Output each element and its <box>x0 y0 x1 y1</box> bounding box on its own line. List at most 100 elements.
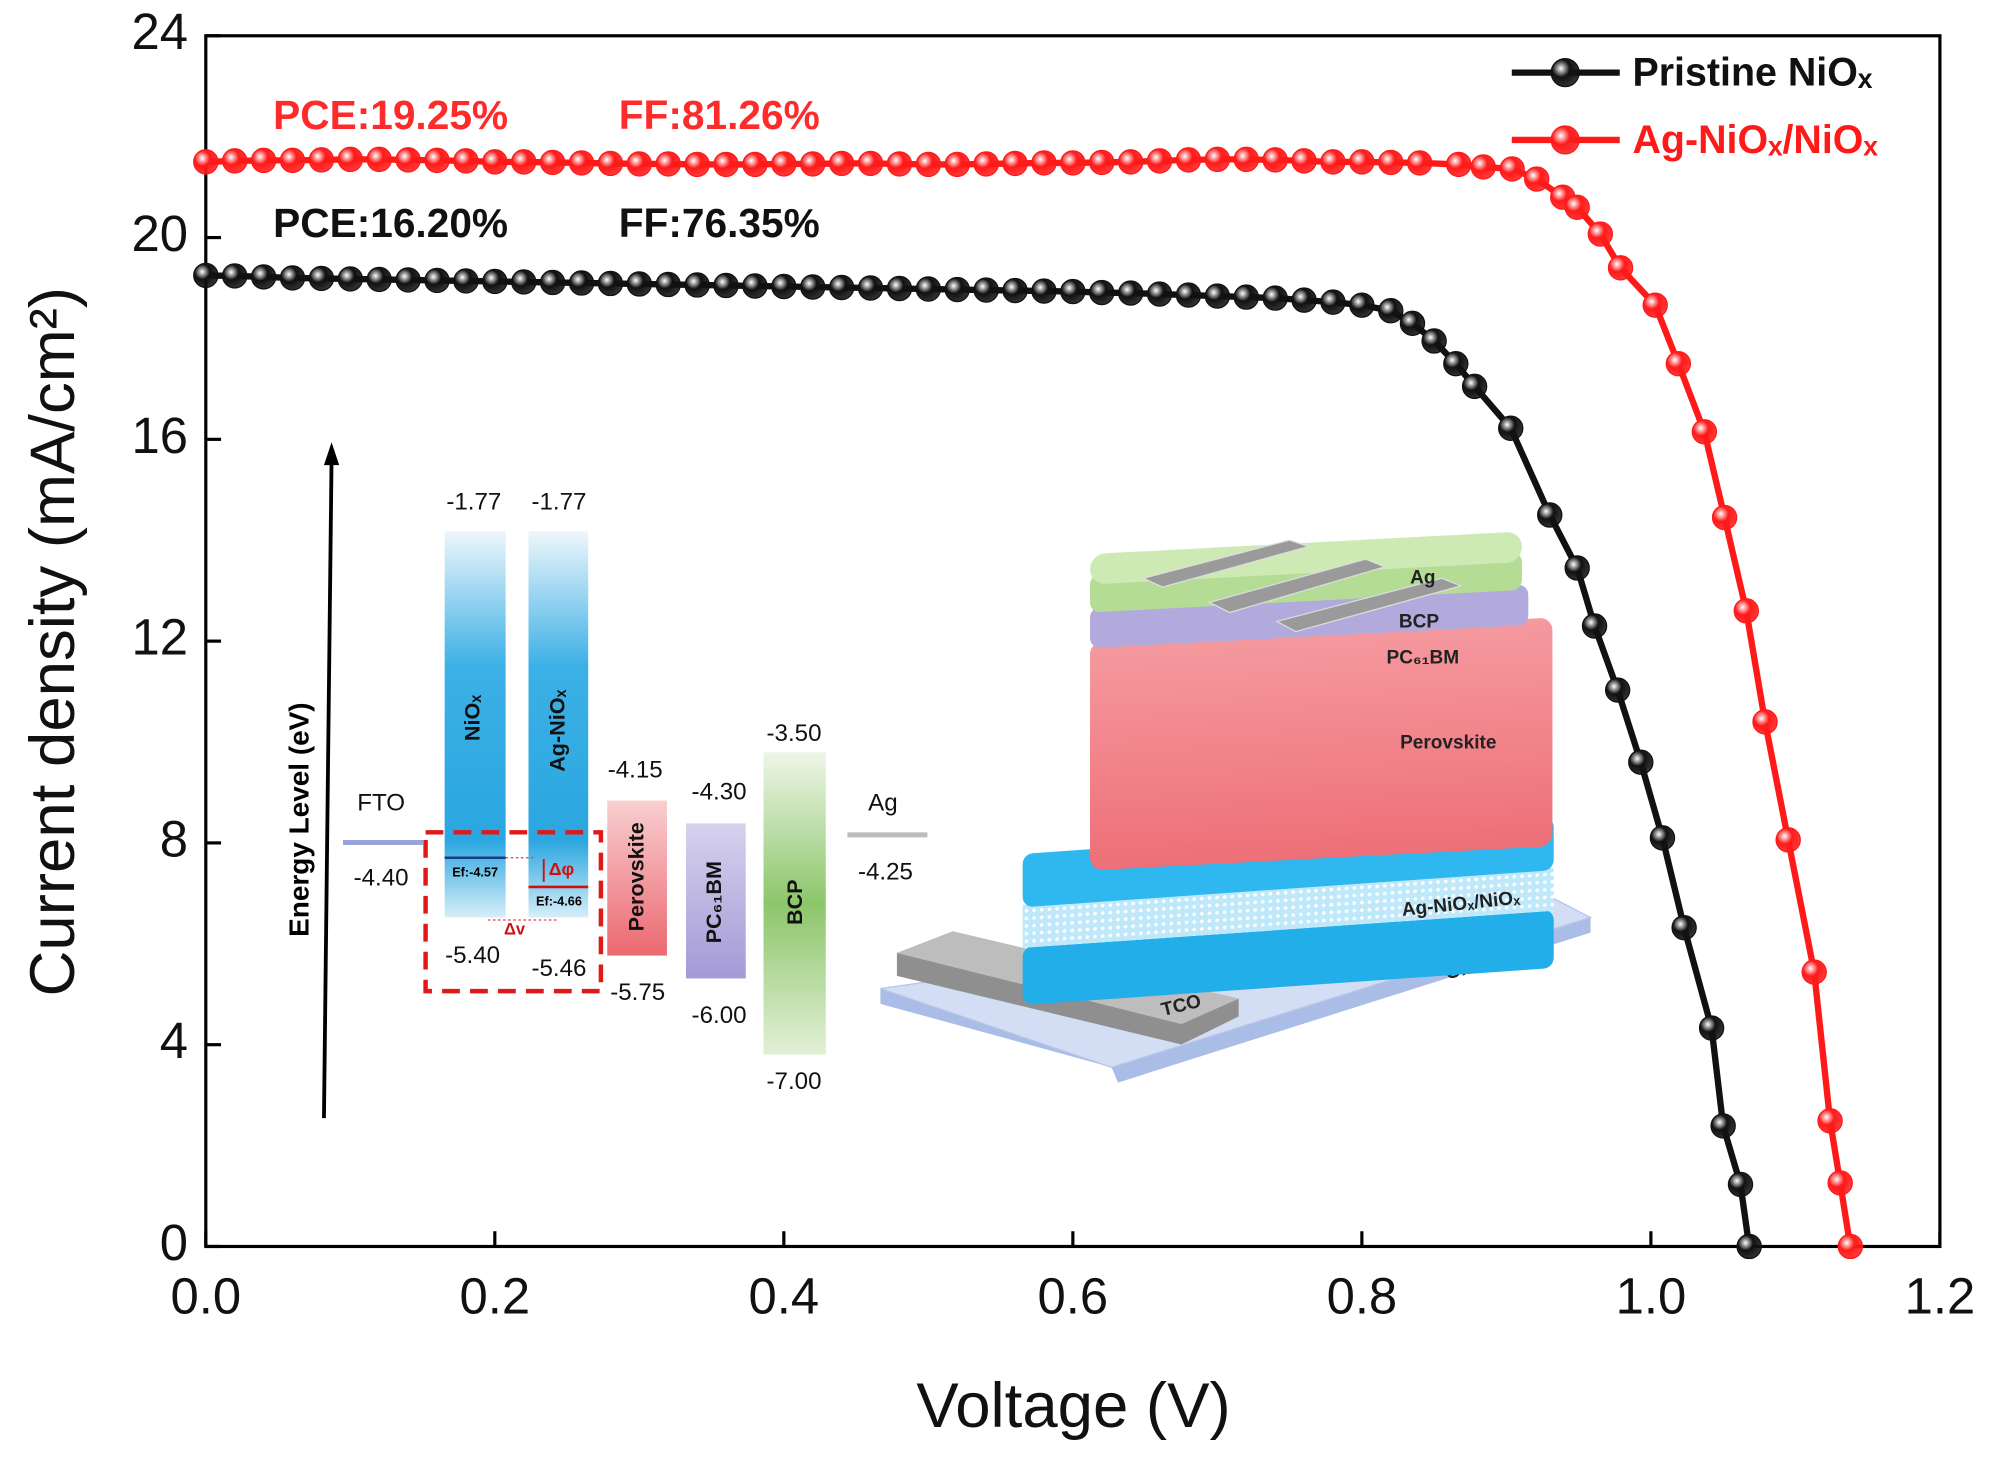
level-label: -1.77 <box>531 489 586 516</box>
marker <box>1406 150 1433 176</box>
layer-label: FTO <box>357 790 405 817</box>
marker <box>511 149 537 175</box>
marker <box>684 151 710 178</box>
marker <box>366 266 392 293</box>
marker <box>1498 415 1524 441</box>
annotation: PCE:16.20% <box>273 200 508 246</box>
marker <box>453 268 479 294</box>
y-tick-label: 16 <box>132 407 189 464</box>
marker <box>1470 154 1496 180</box>
perovskite-block <box>1090 618 1553 870</box>
highlight-box <box>423 830 604 994</box>
marker <box>193 262 219 289</box>
marker <box>1262 147 1288 173</box>
marker <box>1604 677 1631 703</box>
marker <box>828 150 855 177</box>
marker <box>1349 149 1375 175</box>
x-tick-label: 1.2 <box>1905 1267 1976 1324</box>
annotation: PCE:19.25% <box>273 92 508 138</box>
bcp-bar <box>763 752 826 1055</box>
marker <box>193 149 219 175</box>
marker <box>337 146 364 173</box>
energy-diagram: Energy Level (eV) FTO -4.40 NiOₓ -1.77 -… <box>283 442 928 1119</box>
marker <box>713 272 739 299</box>
marker <box>857 275 884 301</box>
marker <box>1002 150 1028 177</box>
marker <box>222 263 248 289</box>
marker <box>1649 825 1676 851</box>
annotation: FF:81.26% <box>619 92 820 138</box>
marker <box>568 150 595 176</box>
marker <box>1733 598 1759 624</box>
marker <box>857 150 884 177</box>
marker <box>626 271 653 297</box>
layer-label: Perovskite <box>623 822 648 931</box>
marker <box>1827 1170 1853 1196</box>
marker <box>1461 373 1488 400</box>
marker <box>1233 146 1259 173</box>
marker <box>1320 149 1346 175</box>
x-tick-label: 0.2 <box>460 1267 531 1324</box>
marker <box>886 275 913 302</box>
marker <box>800 151 826 177</box>
marker <box>1628 749 1654 775</box>
marker <box>1837 1233 1864 1260</box>
y-tick-label: 0 <box>160 1214 188 1271</box>
marker <box>222 148 248 174</box>
marker <box>1801 959 1827 985</box>
marker <box>1060 150 1086 176</box>
fermi-label: Ef:-4.57 <box>452 865 498 879</box>
marker <box>395 267 421 293</box>
shift-label: Δφ <box>549 859 575 879</box>
ag-strip <box>1207 558 1387 614</box>
level-label: -4.15 <box>608 757 663 784</box>
marker <box>1262 285 1288 311</box>
layer-label: BCP <box>1399 612 1440 633</box>
marker <box>1175 282 1202 308</box>
marker <box>250 264 277 290</box>
layer-label: Ag <box>868 790 898 817</box>
level-label: -5.75 <box>610 979 665 1006</box>
marker <box>1233 284 1259 310</box>
marker <box>1291 148 1317 174</box>
marker <box>1117 280 1144 306</box>
ag-strip <box>1275 577 1463 633</box>
marker <box>1175 147 1202 173</box>
level-label: -5.40 <box>445 942 500 969</box>
shift-label: Δv <box>504 921 526 939</box>
level-label: -4.25 <box>858 858 913 885</box>
marker <box>1443 350 1469 377</box>
level-label: -6.00 <box>692 1002 747 1029</box>
level-label: -7.00 <box>767 1068 822 1095</box>
marker <box>915 276 942 302</box>
marker <box>1031 278 1057 304</box>
marker <box>1564 555 1590 581</box>
layer-label: NiOₓ <box>460 695 485 741</box>
layer-label: BCP <box>782 879 807 925</box>
marker <box>1524 166 1550 192</box>
marker <box>1399 310 1426 337</box>
layer-label: PC₆₁BM <box>1387 647 1460 668</box>
marker <box>886 151 913 177</box>
level-label: -1.77 <box>446 489 501 516</box>
marker <box>568 270 595 296</box>
marker <box>424 147 450 174</box>
marker <box>944 276 970 303</box>
marker <box>655 271 681 298</box>
marker <box>1564 194 1590 220</box>
marker <box>1736 1233 1762 1260</box>
nio-bar <box>444 531 506 918</box>
marker <box>1445 151 1472 178</box>
y-axis-title: Current density (mA/cm²) <box>17 287 88 996</box>
x-axis-title: Voltage (V) <box>916 1370 1230 1441</box>
marker <box>1146 281 1173 307</box>
marker <box>539 149 566 176</box>
marker <box>511 269 537 295</box>
level-label: -4.30 <box>692 778 747 805</box>
y-tick-label: 20 <box>132 205 189 262</box>
marker <box>742 273 768 299</box>
marker <box>1089 149 1115 176</box>
marker <box>395 147 421 173</box>
marker <box>308 265 335 292</box>
